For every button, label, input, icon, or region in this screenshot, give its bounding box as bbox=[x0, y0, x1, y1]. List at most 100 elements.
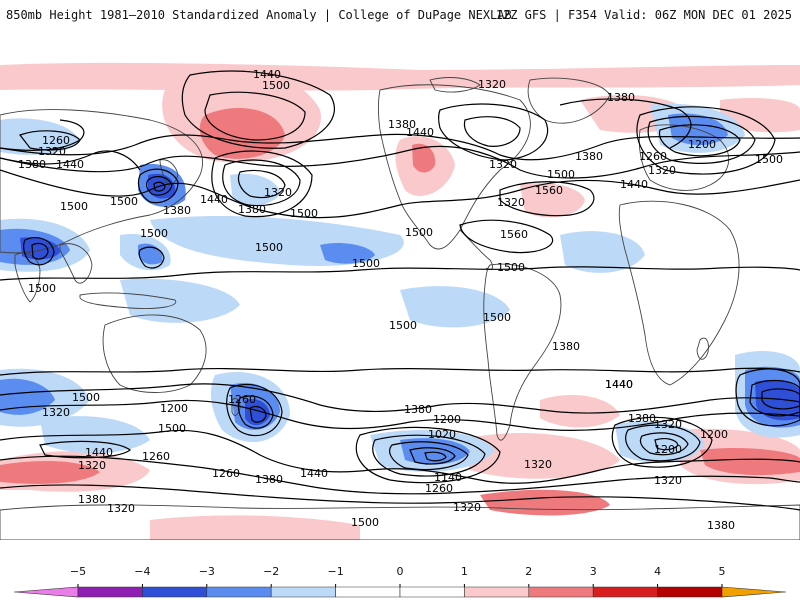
coast-africa bbox=[618, 200, 740, 386]
anomaly-pos-south-atlantic bbox=[540, 395, 620, 428]
contour-label: 1380 bbox=[238, 203, 266, 216]
colorbar-segment bbox=[464, 586, 530, 598]
run-info: 12Z GFS | F354 Valid: 06Z MON DEC 01 202… bbox=[495, 8, 792, 22]
contour-east-low-3 bbox=[761, 388, 800, 410]
contour-label: 1440 bbox=[406, 126, 434, 139]
contour-label: 1500 bbox=[352, 257, 380, 270]
contour-label: 1380 bbox=[707, 519, 735, 532]
contour-label: 1320 bbox=[453, 501, 481, 514]
contour-label: 1200 bbox=[433, 413, 461, 426]
coastlines bbox=[0, 77, 800, 540]
contour-sp-low-2 bbox=[372, 434, 486, 477]
colorbar-tick-label: −4 bbox=[134, 565, 151, 578]
contour-label: 1560 bbox=[535, 184, 563, 197]
contour-label: 1200 bbox=[688, 138, 716, 151]
contour-label: 1500 bbox=[158, 422, 186, 435]
contour-label: 1380 bbox=[388, 118, 416, 131]
map-svg: 1440 1500 1320 1380 1260 1320 1380 1440 … bbox=[0, 40, 800, 540]
contour-label: 1500 bbox=[72, 391, 100, 404]
contour-label: 1500 bbox=[140, 227, 168, 240]
colorbar: −5 −4 −3 −2 −1 0 1 2 3 4 5 bbox=[0, 560, 800, 600]
contour-1380-south bbox=[0, 399, 800, 431]
contour-1260-south bbox=[0, 455, 800, 495]
anomaly-pos2-southern-ocean bbox=[480, 489, 610, 516]
contour-label: 1200 bbox=[160, 402, 188, 415]
contour-1380-north bbox=[0, 133, 800, 161]
contour-label: 1260 bbox=[212, 467, 240, 480]
contour-label: 1380 bbox=[163, 204, 191, 217]
colorbar-tick-label: −3 bbox=[198, 565, 215, 578]
colorbar-segment bbox=[77, 586, 143, 598]
anomaly-pos2-north-pacific bbox=[199, 107, 285, 159]
contour-label: 1500 bbox=[483, 311, 511, 324]
contour-label: 1380 bbox=[575, 150, 603, 163]
contour-label: 1320 bbox=[648, 164, 676, 177]
contour-label: 1380 bbox=[607, 91, 635, 104]
contour-1260-bering bbox=[237, 169, 286, 199]
contour-label: 1320 bbox=[654, 418, 682, 431]
contour-si-low-3 bbox=[639, 432, 689, 456]
contour-si-low-4 bbox=[654, 438, 679, 451]
product-title: 850mb Height 1981–2010 Standardized Anom… bbox=[6, 8, 512, 22]
contour-label: 1380 bbox=[18, 158, 46, 171]
colorbar-tick-marks bbox=[77, 584, 723, 587]
contour-sp-low-3 bbox=[389, 441, 469, 471]
contour-1560-central bbox=[459, 219, 554, 254]
contour-sp-low-4 bbox=[409, 447, 456, 465]
anomaly-neg-south-atlantic-low bbox=[615, 421, 705, 463]
contour-si-low-1 bbox=[611, 416, 713, 468]
anomaly-pos-atlantic bbox=[520, 183, 585, 218]
contour-japan-low-2 bbox=[146, 175, 173, 196]
contour-label: 1260 bbox=[639, 150, 667, 163]
anomaly-pos-europe bbox=[720, 98, 800, 133]
contour-japan-low-1 bbox=[137, 168, 179, 204]
coast-north-america bbox=[378, 84, 531, 250]
height-contours bbox=[0, 70, 800, 511]
coast-madagascar bbox=[696, 337, 709, 360]
coast-antarctica bbox=[0, 504, 800, 540]
contour-1500-south bbox=[0, 367, 800, 376]
contour-label: 1440 bbox=[620, 178, 648, 191]
contour-label: 1380 bbox=[628, 412, 656, 425]
contour-label: 1500 bbox=[497, 261, 525, 274]
anomaly-neg2-south-pacific-center bbox=[400, 438, 470, 465]
contour-label: 1320 bbox=[78, 459, 106, 472]
colorbar-segment bbox=[142, 586, 208, 598]
colorbar-segment bbox=[721, 586, 787, 598]
contour-label: 1440 bbox=[605, 378, 633, 391]
contour-label: 1140 bbox=[434, 471, 462, 484]
contour-1500-north bbox=[0, 169, 800, 219]
contour-label: 1560 bbox=[500, 228, 528, 241]
colorbar-tick-label: 1 bbox=[460, 565, 468, 578]
colorbar-tick-label: 5 bbox=[718, 565, 726, 578]
colorbar-tick-label: 3 bbox=[589, 565, 597, 578]
contour-label: 1260 bbox=[42, 134, 70, 147]
coast-new-zealand bbox=[231, 397, 241, 416]
contour-label: 1320 bbox=[264, 186, 292, 199]
anomaly-pos2-southern-indian bbox=[700, 447, 800, 476]
coast-arctic-islands bbox=[429, 77, 481, 93]
colorbar-segment bbox=[657, 586, 723, 598]
colorbar-tick-label: −2 bbox=[263, 565, 280, 578]
contour-label: 1320 bbox=[107, 502, 135, 515]
anomaly-pos-arctic-top bbox=[0, 62, 800, 91]
contour-label: 1320 bbox=[478, 78, 506, 91]
colorbar-tick-label: 0 bbox=[396, 565, 404, 578]
colorbar-segments bbox=[13, 586, 787, 598]
contour-label: 1200 bbox=[654, 443, 682, 456]
contour-si-low-2 bbox=[625, 424, 701, 462]
contour-1380-bering bbox=[211, 150, 313, 218]
contour-east-low-2 bbox=[749, 379, 800, 417]
contour-1260-asia bbox=[19, 130, 81, 151]
contour-1320-arctic bbox=[437, 103, 549, 161]
anomaly-pos-bottom bbox=[150, 515, 360, 540]
contour-label: 1020 bbox=[428, 428, 456, 441]
contour-label: 1260 bbox=[142, 450, 170, 463]
contour-label: 1500 bbox=[405, 226, 433, 239]
anomaly-pos-south-america-ocean bbox=[460, 432, 620, 479]
contour-1320-south bbox=[0, 429, 800, 484]
colorbar-segment bbox=[399, 586, 465, 598]
contour-1320-bering bbox=[222, 159, 301, 207]
contour-label: 1500 bbox=[547, 168, 575, 181]
anomaly-map[interactable]: 1440 1500 1320 1380 1260 1320 1380 1440 … bbox=[0, 40, 800, 540]
